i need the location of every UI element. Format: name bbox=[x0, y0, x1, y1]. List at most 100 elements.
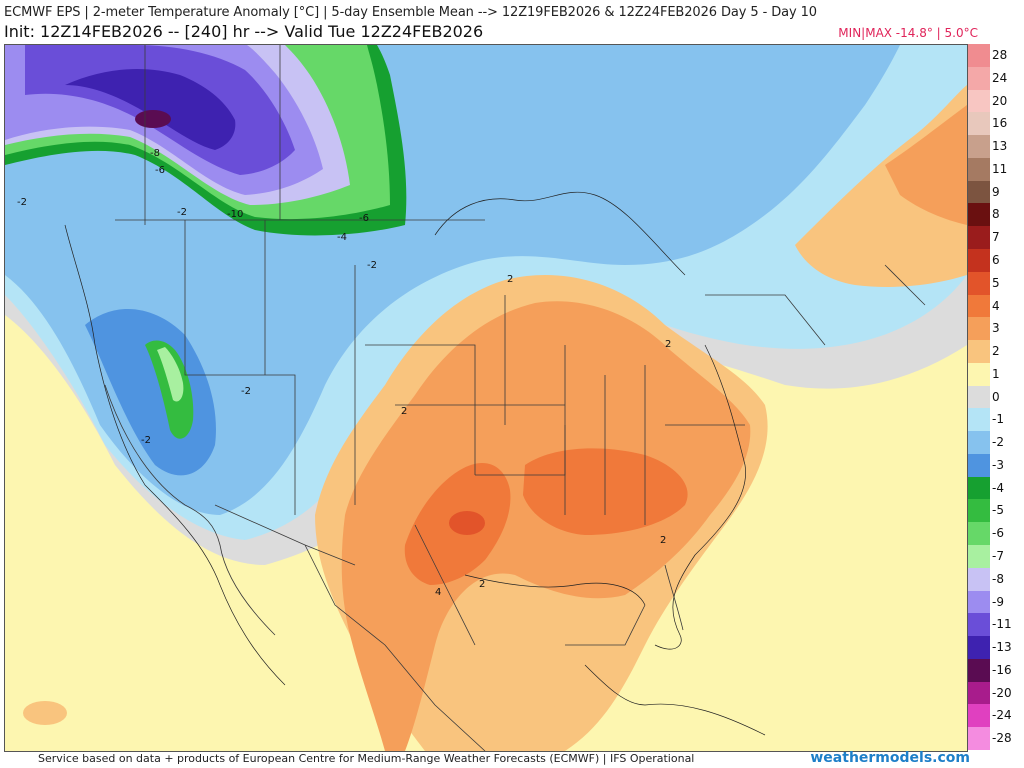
anomaly-minus16-core bbox=[135, 110, 171, 128]
legend-label: 6 bbox=[992, 252, 1000, 267]
legend-swatch bbox=[968, 567, 990, 591]
legend-label: 24 bbox=[992, 70, 1008, 85]
contour-label: -10 bbox=[227, 209, 243, 220]
legend-swatch bbox=[968, 271, 990, 295]
legend-swatch bbox=[968, 499, 990, 523]
legend-swatch bbox=[968, 340, 990, 363]
legend-label: 5 bbox=[992, 275, 1000, 290]
legend-row: -1 bbox=[968, 408, 1024, 432]
legend-label: 13 bbox=[992, 139, 1008, 154]
legend-swatch bbox=[968, 704, 990, 728]
legend-swatch bbox=[968, 545, 990, 568]
anomaly-plus2-pacific bbox=[23, 701, 67, 725]
legend-label: 7 bbox=[992, 230, 1000, 245]
legend-row: -28 bbox=[968, 727, 1024, 750]
legend-label: 28 bbox=[992, 48, 1008, 62]
legend-label: -7 bbox=[992, 549, 1004, 564]
contour-label: 2 bbox=[507, 274, 513, 285]
contour-label: 2 bbox=[401, 406, 407, 417]
legend-row: 8 bbox=[968, 203, 1024, 227]
legend-label: 9 bbox=[992, 184, 1000, 199]
legend-row: 4 bbox=[968, 294, 1024, 318]
legend-label: 20 bbox=[992, 93, 1008, 108]
anomaly-map: -8 -6 -2 -2 -10 -6 -4 -2 2 2 -2 -2 2 2 2… bbox=[4, 44, 968, 752]
legend-swatch bbox=[968, 613, 990, 637]
contour-label: -2 bbox=[241, 386, 251, 397]
political-boundaries bbox=[104, 45, 926, 751]
coastlines bbox=[64, 191, 766, 736]
legend-row: -5 bbox=[968, 499, 1024, 523]
legend-label: -2 bbox=[992, 435, 1004, 450]
contour-label: -2 bbox=[177, 207, 187, 218]
legend-row: -3 bbox=[968, 453, 1024, 477]
contour-label: -2 bbox=[17, 197, 27, 208]
anomaly-map-canvas: -8 -6 -2 -2 -10 -6 -4 -2 2 2 -2 -2 2 2 2… bbox=[5, 45, 967, 751]
contour-label: -6 bbox=[155, 165, 165, 176]
legend-swatch bbox=[968, 658, 990, 682]
legend-row: 11 bbox=[968, 157, 1024, 181]
legend-row: -4 bbox=[968, 476, 1024, 500]
legend-swatch bbox=[968, 66, 990, 90]
anomaly-minus13-canada bbox=[65, 69, 236, 150]
contour-label: -4 bbox=[337, 232, 347, 243]
legend-row: -2 bbox=[968, 431, 1024, 454]
legend-label: 2 bbox=[992, 344, 1000, 359]
legend-swatch bbox=[968, 408, 990, 432]
anomaly-plus5-core bbox=[449, 511, 485, 535]
legend-swatch bbox=[968, 112, 990, 136]
legend-row: 2 bbox=[968, 340, 1024, 363]
legend-swatch bbox=[968, 590, 990, 614]
legend-row: -13 bbox=[968, 636, 1024, 659]
legend-row: 16 bbox=[968, 112, 1024, 136]
anomaly-minus5-nevada bbox=[145, 340, 194, 439]
color-legend: 28 24 20 16 13 11 9 8 7 6 5 4 3 2 1 0 -1 -2 -3 -4 -5 -6 -7 -8 -9… bbox=[968, 44, 1024, 750]
legend-label: 8 bbox=[992, 207, 1000, 222]
legend-swatch bbox=[968, 727, 990, 750]
contour-label: -2 bbox=[141, 435, 151, 446]
anomaly-plus3-atlantic bbox=[885, 105, 967, 225]
legend-swatch bbox=[968, 522, 990, 546]
legend-label: -28 bbox=[992, 731, 1012, 746]
legend-swatch bbox=[968, 431, 990, 454]
legend-row: 1 bbox=[968, 362, 1024, 386]
legend-label: -11 bbox=[992, 617, 1012, 632]
legend-row: -16 bbox=[968, 658, 1024, 682]
legend-swatch bbox=[968, 157, 990, 181]
contour-label: 2 bbox=[479, 579, 485, 590]
legend-label: 11 bbox=[992, 161, 1008, 176]
site-logo-text: weathermodels.com bbox=[810, 750, 970, 766]
legend-label: -13 bbox=[992, 640, 1012, 655]
legend-label: -24 bbox=[992, 708, 1012, 723]
footer: Service based on data + products of Euro… bbox=[0, 750, 1024, 768]
min-max-readout: MIN|MAX -14.8° | 5.0°C bbox=[838, 26, 978, 40]
legend-row: 6 bbox=[968, 248, 1024, 272]
contour-label: -2 bbox=[367, 260, 377, 271]
legend-swatch bbox=[968, 226, 990, 249]
legend-label: 3 bbox=[992, 321, 1000, 336]
legend-swatch bbox=[968, 203, 990, 227]
legend-swatch bbox=[968, 180, 990, 204]
legend-row: 13 bbox=[968, 135, 1024, 158]
contour-labels: -8 -6 -2 -2 -10 -6 -4 -2 2 2 -2 -2 2 2 2… bbox=[17, 148, 671, 598]
legend-row: 5 bbox=[968, 271, 1024, 295]
data-credit: Service based on data + products of Euro… bbox=[38, 752, 695, 765]
anomaly-plus2-yucatan bbox=[542, 670, 598, 710]
legend-swatch bbox=[968, 476, 990, 500]
legend-row: 0 bbox=[968, 385, 1024, 409]
legend-swatch bbox=[968, 135, 990, 158]
map-subtitle: Init: 12Z14FEB2026 -- [240] hr --> Valid… bbox=[4, 22, 484, 41]
legend-label: 1 bbox=[992, 366, 1000, 381]
legend-row: 24 bbox=[968, 66, 1024, 90]
legend-row: -24 bbox=[968, 704, 1024, 728]
legend-swatch bbox=[968, 636, 990, 659]
legend-row: 20 bbox=[968, 89, 1024, 113]
legend-swatch bbox=[968, 248, 990, 272]
legend-row: -7 bbox=[968, 545, 1024, 568]
anomaly-plus2-atlantic bbox=[795, 85, 967, 287]
contour-label: 2 bbox=[665, 339, 671, 350]
contour-label: -6 bbox=[359, 213, 369, 224]
legend-swatch bbox=[968, 294, 990, 318]
legend-row: -9 bbox=[968, 590, 1024, 614]
legend-swatch bbox=[968, 453, 990, 477]
legend-label: -6 bbox=[992, 526, 1004, 541]
